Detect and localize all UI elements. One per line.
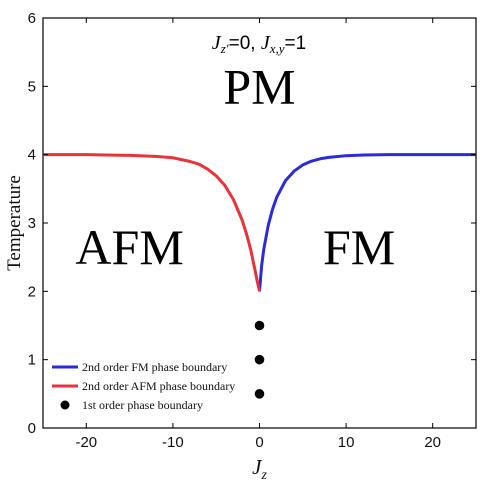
x-tick-label: 10 <box>338 434 355 451</box>
x-tick-label: 0 <box>255 434 263 451</box>
x-tick-label: -20 <box>75 434 97 451</box>
region-label-fm: FM <box>323 219 395 275</box>
jxy-symbol: J <box>261 32 271 54</box>
parameter-annotation: Jz′=0, Jx,y=1 <box>212 32 306 56</box>
region-label-afm: AFM <box>75 219 183 275</box>
y-axis-label: Temperature <box>4 175 25 271</box>
x-axis-label: Jz <box>252 455 267 483</box>
y-tick-label: 1 <box>28 352 36 369</box>
region-labels: PM AFM FM <box>75 58 395 275</box>
y-tick-label: 2 <box>28 283 36 300</box>
y-axis: 0 1 2 3 4 5 6 <box>28 10 476 437</box>
legend: 2nd order FM phase boundary 2nd order AFM… <box>52 360 235 412</box>
jzprime-value: =0, <box>229 33 261 54</box>
legend-label-2nd-order-afm-phase-boundary: 2nd order AFM phase boundary <box>82 379 235 393</box>
scatter-point-1st-order-phase-boundary <box>254 320 265 331</box>
x-tick-label: -10 <box>162 434 184 451</box>
x-axis-label-symbol: J <box>252 455 263 479</box>
y-tick-label: 6 <box>28 10 36 27</box>
x-tick-label: 20 <box>424 434 441 451</box>
legend-label-2nd-order-fm-phase-boundary: 2nd order FM phase boundary <box>82 360 227 374</box>
series-line-2nd-order-fm-phase-boundary <box>258 153 476 292</box>
scatter-point-1st-order-phase-boundary <box>254 389 265 399</box>
jzprime-symbol: J <box>212 32 222 54</box>
plot-area: PM AFM FM Jz′=0, Jx,y=1 2nd order FM phase… <box>42 17 477 429</box>
series-line-2nd-order-afm-phase-boundary <box>43 153 261 292</box>
x-axis: -20 -10 0 10 20 <box>75 18 441 451</box>
y-tick-label: 4 <box>28 147 36 164</box>
scatter-point-1st-order-phase-boundary <box>254 354 265 365</box>
region-label-pm: PM <box>223 58 295 114</box>
x-axis-label-subscript: z <box>260 468 267 483</box>
y-tick-label: 5 <box>28 78 36 95</box>
legend-swatch-1st-order-phase-boundary <box>60 400 70 410</box>
series-layer <box>43 153 476 399</box>
y-tick-label: 3 <box>28 215 36 232</box>
y-tick-label: 0 <box>28 420 36 437</box>
jxy-value: =1 <box>285 33 307 54</box>
legend-label-1st-order-phase-boundary: 1st order phase boundary <box>82 398 203 412</box>
jzprime-subscript: z′ <box>220 41 229 56</box>
jxy-subscript: x,y <box>269 41 285 56</box>
